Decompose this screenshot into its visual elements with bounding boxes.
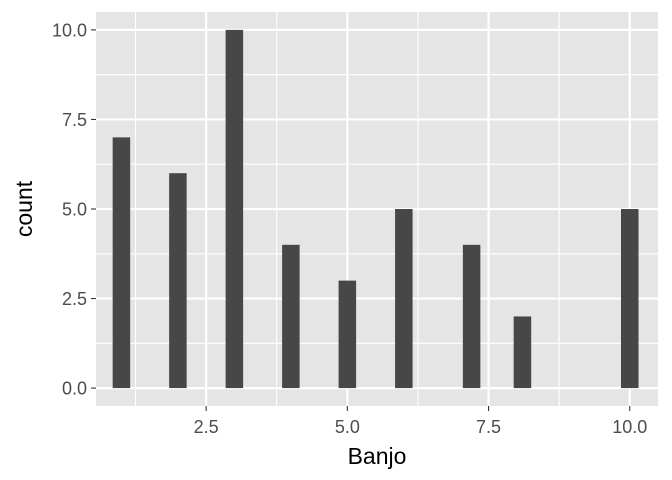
- x-tick-label: 7.5: [476, 417, 501, 437]
- y-tick-label: 10.0: [52, 20, 87, 40]
- bar: [621, 209, 639, 388]
- y-axis-ticks: 0.0 2.5 5.0 7.5 10.0: [52, 20, 96, 398]
- bar: [169, 173, 187, 388]
- y-tick-label: 5.0: [62, 200, 87, 220]
- x-tick-label: 5.0: [335, 417, 360, 437]
- bar: [339, 281, 357, 388]
- y-tick-label: 0.0: [62, 379, 87, 399]
- bar: [395, 209, 413, 388]
- x-axis-title: Banjo: [348, 443, 407, 469]
- bar: [282, 245, 300, 388]
- bar: [463, 245, 481, 388]
- bar: [226, 30, 244, 388]
- y-axis-title: count: [11, 180, 37, 237]
- bar: [514, 316, 532, 388]
- x-axis-ticks: 2.5 5.0 7.5 10.0: [194, 406, 648, 437]
- x-tick-label: 10.0: [612, 417, 647, 437]
- x-tick-label: 2.5: [194, 417, 219, 437]
- y-tick-label: 7.5: [62, 110, 87, 130]
- bar: [113, 137, 131, 388]
- y-tick-label: 2.5: [62, 289, 87, 309]
